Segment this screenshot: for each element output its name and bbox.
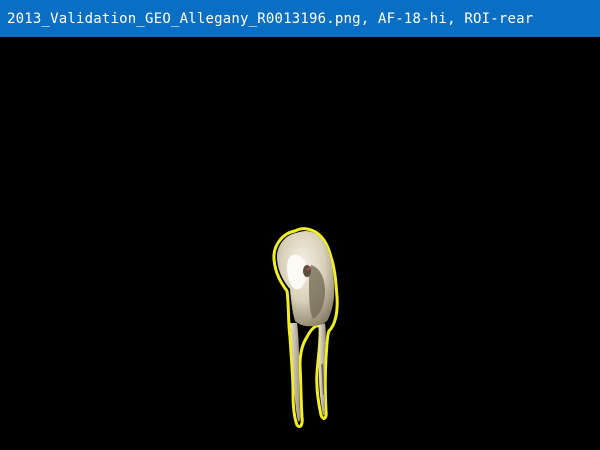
animal-legs — [290, 323, 326, 422]
window-title: 2013_Validation_GEO_Allegany_R0013196.pn… — [7, 10, 534, 27]
roi-animal-rear-image — [272, 227, 339, 429]
animal-body — [276, 231, 335, 327]
image-canvas[interactable] — [0, 37, 600, 450]
title-bar[interactable]: 2013_Validation_GEO_Allegany_R0013196.pn… — [0, 0, 600, 37]
